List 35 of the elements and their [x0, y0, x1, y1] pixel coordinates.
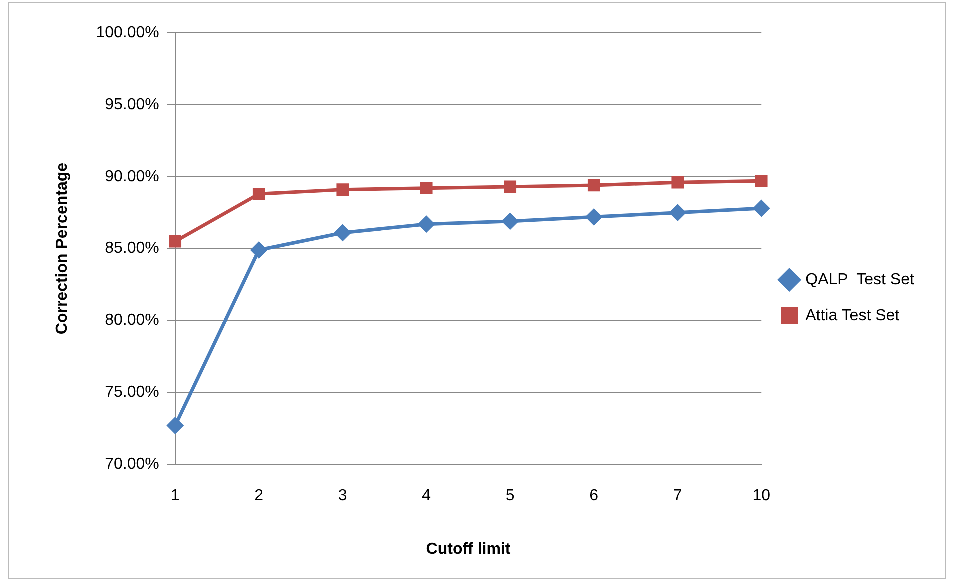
- point: [166, 417, 184, 434]
- point: [169, 235, 182, 248]
- point: [588, 179, 600, 192]
- x-tick-label: 2: [254, 488, 264, 505]
- legend-label: QALP Test Set: [806, 271, 915, 288]
- x-tick-label: 7: [673, 488, 682, 505]
- point: [420, 182, 433, 195]
- point: [502, 212, 519, 230]
- legend-label: Attia Test Set: [806, 307, 900, 324]
- point: [336, 184, 350, 196]
- point: [334, 224, 352, 242]
- point: [669, 204, 686, 222]
- x-tick-label: 1: [170, 488, 180, 505]
- y-tick-label: 85.00%: [105, 240, 160, 258]
- point: [672, 176, 684, 189]
- x-tick-label: 5: [506, 488, 515, 505]
- point: [252, 188, 266, 200]
- point: [753, 200, 770, 218]
- point: [586, 208, 603, 226]
- y-tick-label: 90.00%: [105, 168, 160, 186]
- y-tick-label: 70.00%: [105, 456, 160, 474]
- x-tick-label: 6: [590, 488, 599, 505]
- y-axis-title: Correction Percentage: [54, 162, 72, 335]
- x-tick-label: 10: [752, 488, 771, 505]
- point: [755, 175, 768, 188]
- point: [504, 180, 517, 194]
- x-tick-label: 4: [422, 488, 432, 505]
- y-tick-label: 75.00%: [105, 384, 160, 402]
- point: [418, 216, 436, 233]
- x-tick-label: 3: [338, 488, 348, 505]
- point: [250, 242, 268, 259]
- y-tick-label: 100.00%: [96, 24, 160, 42]
- y-tick-label: 80.00%: [105, 312, 160, 330]
- x-axis-title: Cutoff limit: [426, 540, 512, 558]
- y-tick-label: 95.00%: [105, 96, 160, 114]
